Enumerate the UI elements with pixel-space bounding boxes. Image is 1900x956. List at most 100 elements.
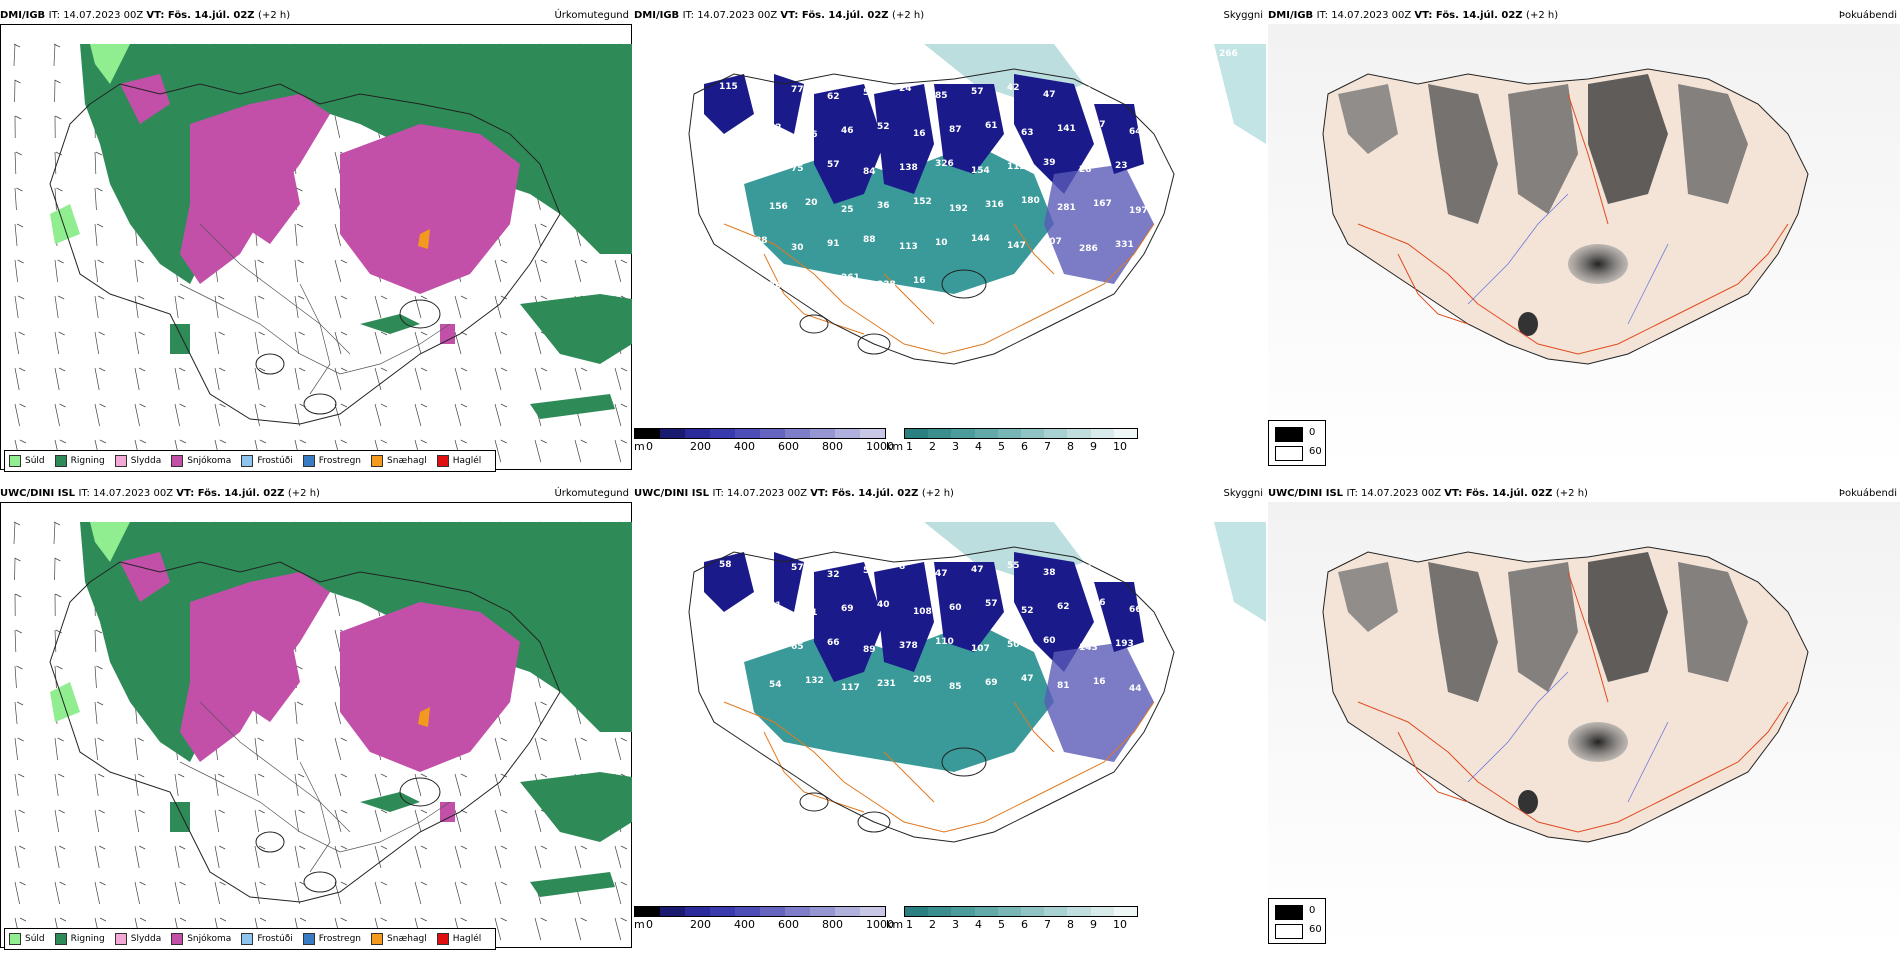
- wind-barb: [134, 295, 145, 319]
- cloud-top-badge: 266: [1219, 49, 1238, 59]
- wind-barb: [54, 593, 62, 617]
- wind-barb: [14, 331, 25, 355]
- legend-label: Snjókoma: [187, 456, 232, 466]
- cloud-height-label: 57: [971, 87, 984, 97]
- forecast-row: DMI/IGB IT: 14.07.2023 00Z VT: Fös. 14.j…: [0, 8, 1900, 478]
- cloud-height-labels: 115 56 77 62 57 24 85 57 42 47 49 51 180 92 76 46 52 16 87…: [719, 82, 1148, 291]
- cloud-height-label: 65: [791, 642, 804, 652]
- wind-barb: [334, 331, 348, 355]
- precip-type-panel: UWC/DINI ISL IT: 14.07.2023 00Z VT: Fös.…: [0, 486, 632, 956]
- cloud-map[interactable]: 115 56 77 62 57 24 85 57 42 47 49 51 180 92 76 46 52 16 87…: [634, 24, 1266, 434]
- precip-legend-item: Rigning: [54, 933, 105, 945]
- cloud-height-label: 10: [935, 238, 948, 248]
- colorbar-tick-km: 9: [1090, 440, 1097, 453]
- lead-time: (+2 h): [287, 488, 320, 499]
- legend-swatch: [302, 455, 315, 467]
- panel-title: Úrkomutegund: [554, 488, 629, 499]
- cloud-height-label: 23: [1115, 161, 1128, 171]
- cloud-height-label: 193: [1115, 639, 1134, 649]
- low-cloud-area: [704, 552, 1154, 762]
- model-name: DMI/IGB: [0, 10, 49, 21]
- fog-map[interactable]: [1268, 24, 1900, 470]
- legend-swatch: [171, 455, 184, 467]
- wind-barb: [294, 845, 306, 869]
- wind-barb: [54, 295, 65, 319]
- cloud-height-label: 85: [935, 91, 948, 101]
- colorbar-tick-km: 3: [952, 440, 959, 453]
- legend-label: Snæhagl: [387, 934, 427, 944]
- wind-barb: [174, 403, 186, 427]
- wind-barb: [534, 701, 547, 725]
- wind-barb: [294, 295, 305, 319]
- wind-barb: [494, 917, 507, 941]
- colorbar-tick-km: 6: [1021, 440, 1028, 453]
- wind-barb: [414, 773, 428, 797]
- wind-barb: [574, 367, 588, 391]
- it-value: 14.07.2023 00Z: [63, 10, 147, 21]
- wind-barb: [414, 403, 428, 427]
- legend-label: Frostúði: [257, 934, 293, 944]
- wind-barb: [54, 881, 66, 905]
- wind-barb: [494, 773, 508, 797]
- wind-barb: [254, 259, 264, 283]
- it-label: IT:: [1316, 10, 1332, 21]
- wind-barb: [14, 701, 24, 725]
- fog-legend-bottom: 60: [1309, 924, 1322, 935]
- cloud-height-label: 331: [1115, 240, 1134, 250]
- panel-title: Þokuábendi: [1838, 488, 1897, 499]
- cloud-map[interactable]: 58 54 57 32 59 8 47 47 55 38 46 54 60 51 11 69 40 108 60 57…: [634, 502, 1266, 912]
- lead-time: (+2 h): [1555, 488, 1588, 499]
- precip-map[interactable]: [0, 24, 632, 470]
- cloud-height-label: 52: [877, 122, 890, 132]
- fog-indicator-panel: DMI/IGB IT: 14.07.2023 00Z VT: Fös. 14.j…: [1268, 8, 1900, 478]
- vt-value: Fös. 14.júl. 02Z: [831, 488, 922, 499]
- colorbar-tick-km: 9: [1090, 918, 1097, 931]
- legend-swatch: [114, 455, 127, 467]
- precip-map[interactable]: [0, 502, 632, 948]
- cloud-height-label: 66: [827, 638, 840, 648]
- cloud-height-label: 261: [841, 273, 860, 283]
- colorbar-tick-m: 1000: [866, 440, 894, 453]
- cloud-height-label: 20: [805, 198, 818, 208]
- legend-swatch: [9, 933, 21, 945]
- wind-barb: [94, 881, 106, 905]
- cloud-height-label: 112: [719, 639, 738, 649]
- cloud-height-label: 66: [1129, 605, 1142, 615]
- cloud-height-labels: 58 54 57 32 59 8 47 47 55 38 46 54 60 51 11 69 40 108 60 57…: [719, 560, 1142, 694]
- cloud-height-label: 46: [1079, 564, 1092, 574]
- cloud-height-label: 39: [1043, 158, 1056, 168]
- wind-barb: [14, 295, 25, 319]
- panel-title: Skyggni: [1223, 488, 1263, 499]
- coastline: [688, 68, 1175, 365]
- it-value: 14.07.2023 00Z: [727, 488, 811, 499]
- wind-barb: [534, 917, 547, 941]
- snow-area: [120, 74, 520, 344]
- legend-label: Súld: [25, 456, 45, 466]
- fog-legend: 0 60: [1268, 420, 1326, 466]
- wind-barb: [214, 295, 225, 319]
- wind-barb: [94, 629, 102, 653]
- cloud-height-label: 378: [899, 641, 918, 651]
- fog-panel-header: DMI/IGB IT: 14.07.2023 00Z VT: Fös. 14.j…: [1268, 8, 1900, 24]
- colorbar-tick-km: 6: [1021, 918, 1028, 931]
- legend-label: Snjókoma: [187, 934, 232, 944]
- panel-title: Skyggni: [1223, 10, 1263, 21]
- colorbar-unit-km: km: [886, 440, 904, 453]
- cloud-height-label: 61: [985, 121, 998, 131]
- wind-barb: [134, 737, 144, 761]
- wind-barb: [614, 845, 628, 869]
- legend-swatch: [241, 455, 254, 467]
- colorbar-tick-km: 1: [906, 918, 913, 931]
- fog-map[interactable]: [1268, 502, 1900, 948]
- vt-label: VT:: [176, 488, 198, 499]
- wind-barb: [214, 403, 226, 427]
- wind-barb: [174, 773, 185, 797]
- legend-label: Snæhagl: [387, 456, 427, 466]
- wind-barb: [14, 79, 21, 103]
- cloud-height-label: 16: [913, 129, 926, 139]
- roads: [723, 223, 1155, 355]
- precip-panel-header: DMI/IGB IT: 14.07.2023 00Z VT: Fös. 14.j…: [0, 8, 632, 24]
- cloud-height-label: 55: [1007, 561, 1020, 571]
- wind-barb: [574, 737, 587, 761]
- cloud-height-label: 75: [791, 164, 804, 174]
